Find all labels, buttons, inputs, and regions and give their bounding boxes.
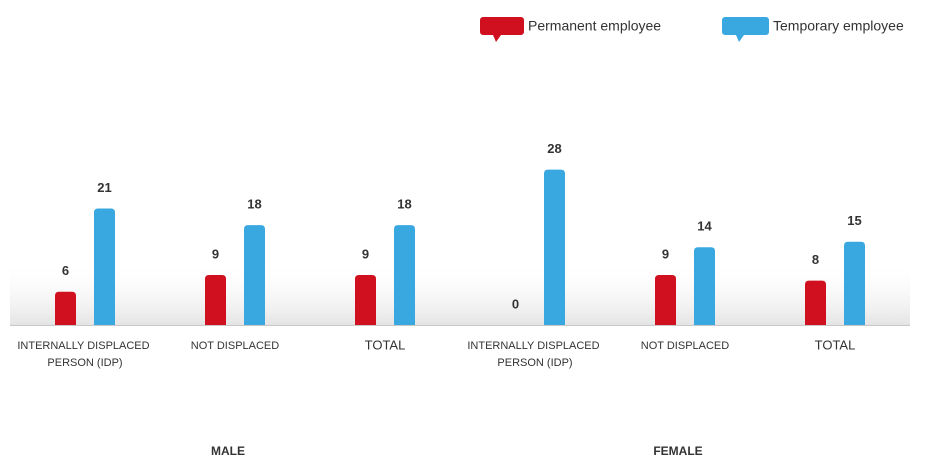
bar <box>844 241 865 325</box>
data-label: 18 <box>247 197 261 212</box>
bar <box>244 225 265 325</box>
bar <box>94 208 115 325</box>
legend-label: Permanent employee <box>528 18 661 34</box>
legend-icon <box>480 17 524 42</box>
data-label: 14 <box>697 219 712 234</box>
bar <box>655 275 676 325</box>
x-tick-label: TOTAL <box>365 337 406 352</box>
bar <box>694 247 715 325</box>
data-label: 21 <box>97 180 111 195</box>
bar <box>205 275 226 325</box>
x-tick-label: NOT DISPLACED <box>641 340 729 352</box>
data-label: 6 <box>62 263 69 278</box>
data-label: 9 <box>662 246 669 261</box>
bar <box>544 169 565 325</box>
data-label: 9 <box>212 246 219 261</box>
legend-label: Temporary employee <box>773 18 904 34</box>
x-tick-label: NOT DISPLACED <box>191 340 279 352</box>
data-label: 28 <box>547 141 561 156</box>
data-label: 9 <box>362 246 369 261</box>
x-tick-label: INTERNALLY DISPLACED PERSON (IDP) <box>467 340 602 369</box>
x-tick-label: TOTAL <box>815 337 856 352</box>
bar <box>55 291 76 325</box>
bar <box>355 275 376 325</box>
data-label: 8 <box>812 252 819 267</box>
x-tick-label: INTERNALLY DISPLACED PERSON (IDP) <box>17 340 152 369</box>
floor-shading <box>10 262 910 325</box>
data-label: 0 <box>512 296 519 311</box>
data-label: 18 <box>397 197 411 212</box>
bar <box>805 280 826 325</box>
data-label: 15 <box>847 213 861 228</box>
group-label: MALE <box>211 444 245 458</box>
group-label: FEMALE <box>653 444 702 458</box>
bar <box>394 225 415 325</box>
legend-icon <box>722 17 769 42</box>
